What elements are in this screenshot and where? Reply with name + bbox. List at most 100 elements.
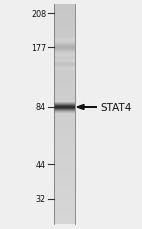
Bar (54, 198, 75, 199)
Bar (54, 88, 75, 89)
Bar (54, 61, 75, 62)
Bar (54, 96, 75, 97)
Bar (54, 92, 75, 93)
Bar (54, 151, 75, 152)
Bar (54, 18, 75, 19)
Bar (54, 11, 75, 12)
Bar (54, 197, 75, 198)
Bar (54, 121, 75, 122)
Bar (54, 216, 75, 217)
Bar (54, 53, 75, 54)
Bar (54, 55, 75, 56)
Text: 177: 177 (31, 43, 46, 52)
Bar (54, 159, 75, 160)
Bar (54, 205, 75, 206)
Bar (54, 195, 75, 196)
Bar (54, 98, 75, 99)
Text: 84: 84 (36, 103, 46, 112)
Bar (54, 168, 75, 169)
Bar (54, 186, 75, 187)
Bar (54, 44, 75, 45)
Bar (54, 86, 75, 87)
Bar (54, 196, 75, 197)
Bar (54, 143, 75, 144)
Bar (54, 51, 75, 52)
Bar (54, 122, 75, 123)
Bar (54, 48, 75, 49)
Bar (54, 80, 75, 81)
Bar (54, 147, 75, 148)
Bar (54, 62, 75, 63)
Bar (54, 158, 75, 159)
Bar (54, 54, 75, 55)
Bar (54, 77, 75, 78)
Bar (54, 12, 75, 13)
Bar (54, 38, 75, 39)
Bar (54, 221, 75, 222)
Bar (54, 95, 75, 96)
Bar (54, 139, 75, 140)
Bar (54, 106, 75, 107)
Bar (54, 71, 75, 72)
Bar (54, 153, 75, 154)
Bar (54, 94, 75, 95)
Bar (54, 81, 75, 82)
Bar (54, 32, 75, 33)
Bar (54, 36, 75, 37)
Bar (54, 97, 75, 98)
Bar (54, 63, 75, 64)
Bar (54, 204, 75, 205)
Bar (54, 84, 75, 85)
Bar (54, 57, 75, 58)
Bar (54, 176, 75, 177)
Bar (54, 17, 75, 18)
Text: 44: 44 (36, 160, 46, 169)
Bar (54, 102, 75, 103)
Bar (54, 72, 75, 73)
Bar (54, 45, 75, 46)
Bar (54, 141, 75, 142)
Bar (54, 70, 75, 71)
Bar (54, 149, 75, 150)
Bar (54, 10, 75, 11)
Bar (54, 43, 75, 44)
Bar (54, 115, 75, 116)
Bar (54, 152, 75, 153)
Bar (54, 53, 75, 54)
Bar (54, 33, 75, 34)
Bar (54, 60, 75, 61)
Bar (54, 188, 75, 189)
Bar (54, 111, 75, 112)
Bar (54, 150, 75, 151)
Bar (54, 42, 75, 43)
Text: STAT4: STAT4 (100, 103, 131, 112)
Bar (54, 209, 75, 210)
Bar (54, 194, 75, 195)
Bar (54, 15, 75, 16)
Bar (54, 126, 75, 127)
Bar (54, 85, 75, 86)
Bar (54, 201, 75, 202)
Bar (54, 182, 75, 183)
Bar (54, 116, 75, 117)
Bar (54, 30, 75, 31)
Bar (54, 16, 75, 17)
Bar (54, 215, 75, 216)
Bar (54, 40, 75, 41)
Bar (54, 35, 75, 36)
Bar (54, 117, 75, 118)
Bar (54, 40, 75, 41)
Bar (54, 51, 75, 52)
Bar (54, 48, 75, 49)
Bar (54, 184, 75, 185)
Bar (54, 137, 75, 138)
Bar (54, 213, 75, 214)
Bar (54, 65, 75, 66)
Bar (54, 69, 75, 70)
Text: 32: 32 (36, 195, 46, 204)
Bar (54, 178, 75, 179)
Bar (54, 44, 75, 45)
Bar (54, 113, 75, 114)
Bar (54, 180, 75, 181)
Bar (54, 135, 75, 136)
